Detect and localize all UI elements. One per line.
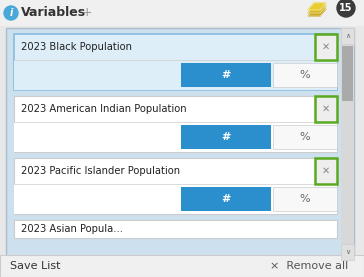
Text: 2023 Black Population: 2023 Black Population [21,42,132,52]
Text: %: % [300,132,310,142]
Text: 2023 Pacific Islander Population: 2023 Pacific Islander Population [21,166,180,176]
Circle shape [4,6,18,20]
Bar [0,255,364,277]
Bar [14,184,337,214]
Polygon shape [308,3,326,10]
Text: ✕: ✕ [322,104,330,114]
Bar [273,63,337,87]
Text: ∧: ∧ [345,33,350,39]
Bar [14,96,337,152]
Polygon shape [308,9,326,16]
Bar [6,28,354,260]
Bar [181,187,271,211]
Text: i: i [9,8,13,18]
Polygon shape [308,6,326,13]
Bar [14,122,337,152]
Bar [342,46,353,101]
Bar [273,187,337,211]
Bar [341,244,354,260]
Text: #: # [221,132,231,142]
Bar [315,96,337,122]
Text: #: # [221,70,231,80]
Bar [315,158,337,184]
Bar [14,158,337,214]
Bar [14,34,337,90]
Text: ✕: ✕ [322,42,330,52]
Text: ∨: ∨ [345,249,350,255]
Bar [14,220,337,238]
Bar [181,125,271,149]
Circle shape [337,0,355,17]
Text: Variables: Variables [21,6,86,19]
Bar [14,60,337,90]
Bar [341,28,354,44]
Text: 15: 15 [339,3,353,13]
Text: ×  Remove all: × Remove all [270,261,348,271]
Text: %: % [300,194,310,204]
Text: #: # [221,194,231,204]
Text: %: % [300,70,310,80]
Bar [341,28,354,260]
Bar [0,0,364,26]
Text: +: + [82,6,92,19]
Text: ✕: ✕ [322,166,330,176]
Bar [273,125,337,149]
Text: Save List: Save List [10,261,60,271]
Bar [315,34,337,60]
Text: 2023 American Indian Population: 2023 American Indian Population [21,104,187,114]
Bar [181,63,271,87]
Text: 2023 Asian Popula...: 2023 Asian Popula... [21,224,123,234]
